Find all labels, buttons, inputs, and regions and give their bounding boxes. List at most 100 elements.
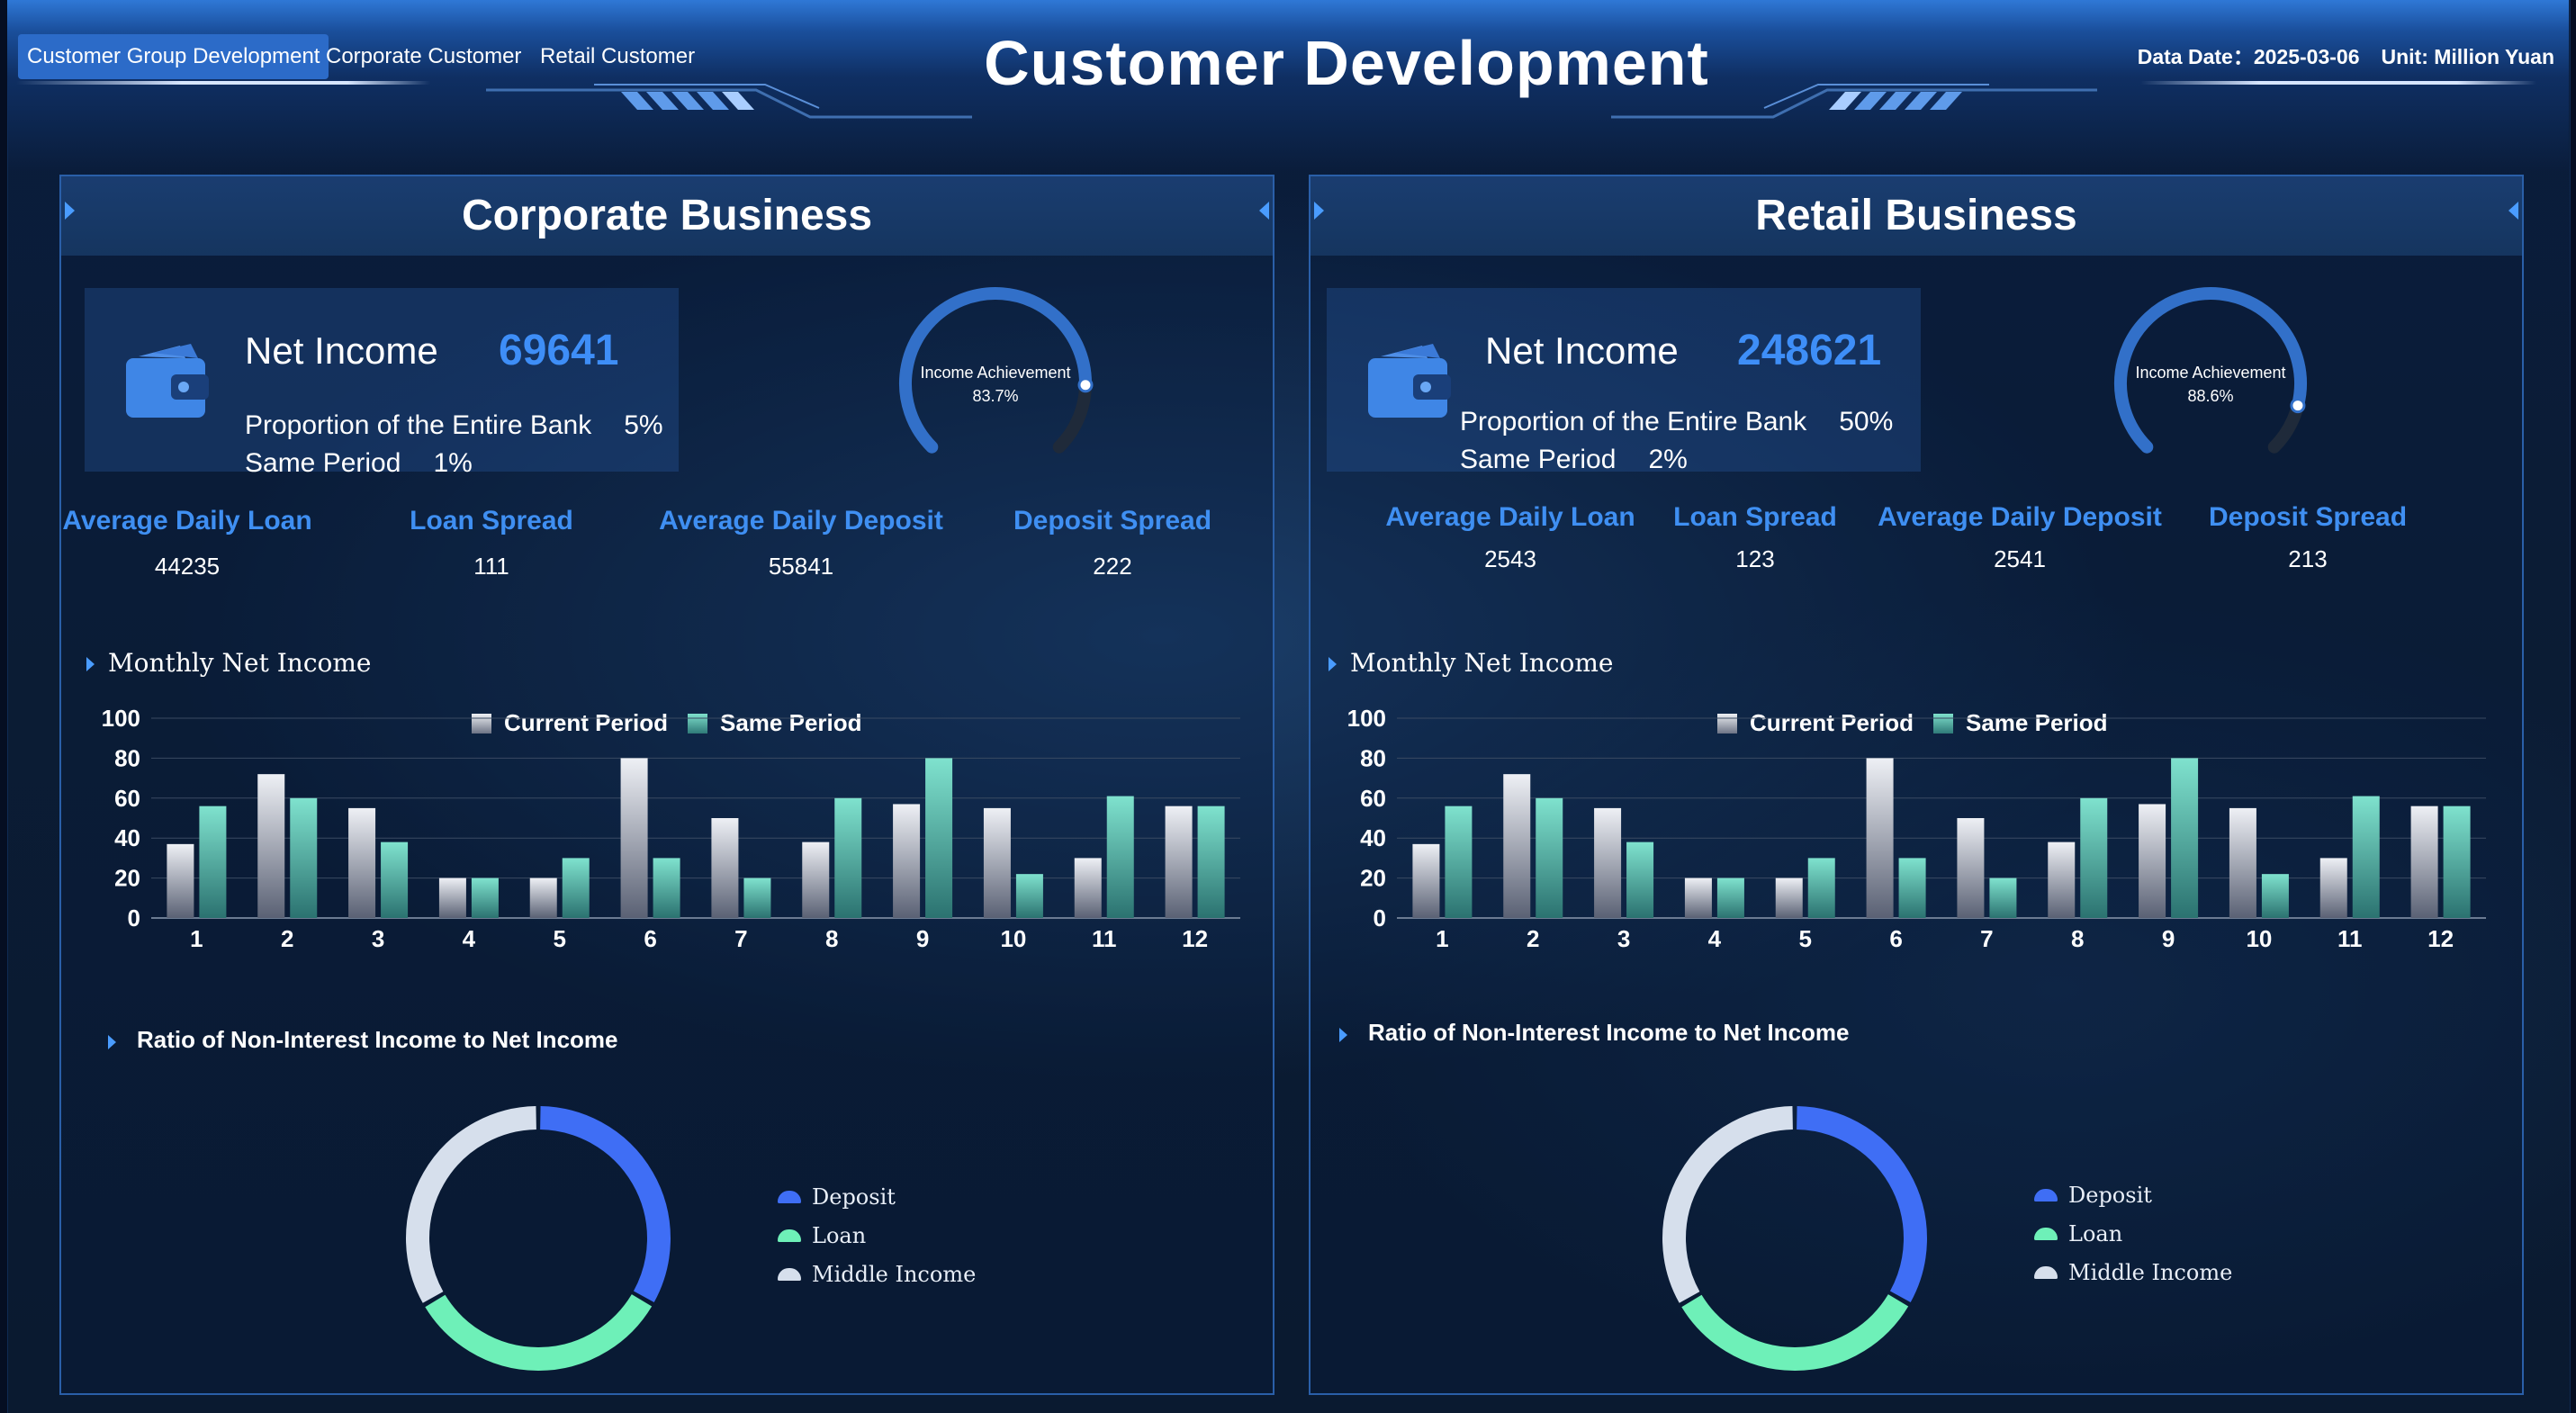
bar-current-period[interactable] bbox=[2139, 804, 2166, 918]
net-income-label: Net Income bbox=[245, 329, 438, 372]
proportion-row: Proportion of the Entire Bank 5% bbox=[245, 410, 663, 441]
bar-same-period[interactable] bbox=[1015, 874, 1043, 918]
bar-same-period[interactable] bbox=[2443, 806, 2471, 918]
donut-slice-deposit[interactable] bbox=[1796, 1106, 1927, 1302]
average-daily-loan-label: Average Daily Loan bbox=[1385, 502, 1635, 532]
x-tick-label: 11 bbox=[1092, 925, 1117, 952]
loan-icon bbox=[2034, 1228, 2058, 1240]
page-title: Customer Development bbox=[984, 28, 1709, 98]
net-income-value: 69641 bbox=[499, 327, 619, 374]
bar-same-period[interactable] bbox=[1716, 878, 1744, 918]
donut-slice-deposit[interactable] bbox=[539, 1106, 671, 1302]
x-tick-label: 6 bbox=[644, 925, 656, 952]
x-tick-label: 9 bbox=[916, 925, 929, 952]
bar-current-period[interactable] bbox=[1957, 818, 1985, 918]
bar-same-period[interactable] bbox=[2080, 797, 2108, 918]
gauge-fill bbox=[899, 287, 1092, 454]
bar-current-period[interactable] bbox=[1503, 774, 1531, 918]
legend-label: Current Period bbox=[1750, 709, 1914, 736]
donut-slice-middle-income[interactable] bbox=[406, 1106, 537, 1303]
bar-current-period[interactable] bbox=[620, 758, 648, 918]
proportion-value: 5% bbox=[624, 410, 663, 440]
bar-current-period[interactable] bbox=[1594, 807, 1622, 918]
legend-middle-income[interactable]: Middle Income bbox=[2034, 1260, 2232, 1285]
y-tick-label: 100 bbox=[1347, 705, 1386, 732]
bar-same-period[interactable] bbox=[1807, 858, 1835, 918]
ratio-title: Ratio of Non-Interest Income to Net Inco… bbox=[1368, 1019, 1850, 1046]
bar-same-period[interactable] bbox=[743, 878, 771, 918]
bar-current-period[interactable] bbox=[1684, 878, 1712, 918]
bar-current-period[interactable] bbox=[1775, 878, 1803, 918]
legend-deposit[interactable]: Deposit bbox=[2034, 1183, 2152, 1208]
net-income-label: Net Income bbox=[1485, 329, 1679, 372]
bar-same-period[interactable] bbox=[2352, 796, 2380, 918]
gauge-label: Income Achievement bbox=[920, 364, 1071, 382]
bar-current-period[interactable] bbox=[983, 807, 1011, 918]
y-tick-label: 80 bbox=[114, 744, 140, 771]
bar-current-period[interactable] bbox=[257, 774, 285, 918]
bar-same-period[interactable] bbox=[1106, 796, 1134, 918]
bar-same-period[interactable] bbox=[1898, 858, 1926, 918]
corporate-business-panel: Corporate Business Net Income 69641 Prop… bbox=[59, 175, 1274, 1395]
bar-same-period[interactable] bbox=[1536, 797, 1563, 918]
legend-middle-income[interactable]: Middle Income bbox=[778, 1262, 976, 1287]
bar-current-period[interactable] bbox=[2048, 842, 2076, 918]
bar-current-period[interactable] bbox=[438, 878, 466, 918]
tab-corporate-customer[interactable]: Corporate Customer bbox=[326, 44, 522, 68]
x-tick-label: 3 bbox=[1617, 925, 1630, 952]
average-daily-deposit-value: 2541 bbox=[1994, 545, 2046, 572]
bar-current-period[interactable] bbox=[529, 878, 557, 918]
bar-current-period[interactable] bbox=[1074, 858, 1102, 918]
bar-current-period[interactable] bbox=[2319, 858, 2347, 918]
tab-customer-group-development[interactable]: Customer Group Development bbox=[18, 34, 329, 79]
donut-slice-loan[interactable] bbox=[1681, 1293, 1909, 1371]
legend-current-period[interactable]: Current Period bbox=[472, 709, 668, 737]
bar-same-period[interactable] bbox=[1626, 842, 1654, 918]
bar-same-period[interactable] bbox=[199, 806, 227, 918]
legend-loan[interactable]: Loan bbox=[2034, 1221, 2122, 1246]
bar-current-period[interactable] bbox=[711, 818, 739, 918]
bar-current-period[interactable] bbox=[348, 807, 376, 918]
y-tick-label: 80 bbox=[1360, 744, 1386, 771]
donut-slice-middle-income[interactable] bbox=[1662, 1106, 1794, 1303]
tab-retail-customer[interactable]: Retail Customer bbox=[540, 44, 696, 68]
bar-same-period[interactable] bbox=[471, 878, 499, 918]
bar-same-period[interactable] bbox=[834, 797, 862, 918]
x-tick-label: 7 bbox=[1980, 925, 1993, 952]
legend-label: Current Period bbox=[504, 709, 669, 736]
legend-label: Middle Income bbox=[812, 1262, 977, 1287]
bar-same-period[interactable] bbox=[562, 858, 590, 918]
bar-same-period[interactable] bbox=[290, 797, 318, 918]
bar-same-period[interactable] bbox=[381, 842, 409, 918]
proportion-label: Proportion of the Entire Bank bbox=[1460, 407, 1807, 436]
bar-current-period[interactable] bbox=[2410, 806, 2438, 918]
bar-current-period[interactable] bbox=[802, 842, 830, 918]
bar-current-period[interactable] bbox=[2229, 807, 2256, 918]
legend-loan[interactable]: Loan bbox=[778, 1223, 866, 1248]
average-daily-loan-value: 44235 bbox=[154, 553, 221, 580]
bar-same-period[interactable] bbox=[653, 858, 680, 918]
x-tick-label: 8 bbox=[825, 925, 838, 952]
bar-current-period[interactable] bbox=[1866, 758, 1894, 918]
x-tick-label: 1 bbox=[190, 925, 203, 952]
bar-same-period[interactable] bbox=[1445, 806, 1473, 918]
bar-same-period[interactable] bbox=[2171, 758, 2199, 918]
legend-current-period[interactable]: Current Period bbox=[1717, 709, 1914, 737]
bar-current-period[interactable] bbox=[167, 843, 194, 918]
legend-same-period[interactable]: Same Period bbox=[688, 709, 862, 737]
donut-slice-loan[interactable] bbox=[425, 1293, 653, 1371]
bar-current-period[interactable] bbox=[1412, 843, 1440, 918]
x-tick-label: 10 bbox=[2246, 925, 2272, 952]
bar-same-period[interactable] bbox=[1989, 878, 2017, 918]
bar-same-period[interactable] bbox=[1197, 806, 1225, 918]
x-tick-label: 12 bbox=[2427, 925, 2454, 952]
bar-same-period[interactable] bbox=[925, 758, 953, 918]
ratio-donut-chart bbox=[406, 1106, 671, 1371]
legend-deposit[interactable]: Deposit bbox=[778, 1184, 896, 1210]
monthly-net-income-title: Monthly Net Income bbox=[108, 648, 372, 678]
x-tick-label: 5 bbox=[554, 925, 566, 952]
bar-same-period[interactable] bbox=[2261, 874, 2289, 918]
bar-current-period[interactable] bbox=[893, 804, 921, 918]
bar-current-period[interactable] bbox=[1165, 806, 1193, 918]
